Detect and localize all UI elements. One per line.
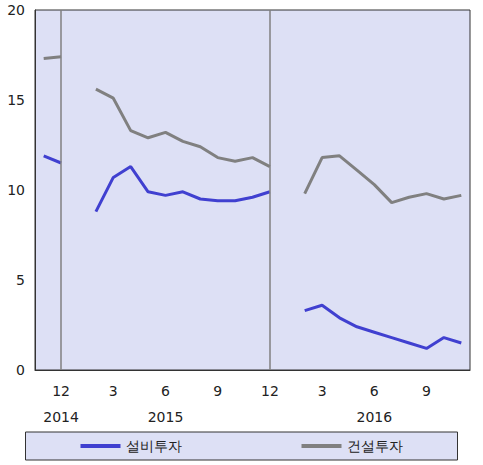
svg-text:2016: 2016 [356,409,392,425]
svg-text:15: 15 [7,92,25,108]
svg-text:3: 3 [109,383,118,399]
svg-text:3: 3 [318,383,327,399]
svg-text:20: 20 [7,2,25,18]
svg-text:12: 12 [261,383,279,399]
svg-text:설비투자: 설비투자 [126,438,182,454]
svg-text:9: 9 [422,383,431,399]
svg-text:건설투자: 건설투자 [347,438,403,454]
svg-text:0: 0 [16,362,25,378]
svg-text:6: 6 [161,383,170,399]
svg-text:5: 5 [16,272,25,288]
svg-text:9: 9 [213,383,222,399]
svg-text:12: 12 [52,383,70,399]
svg-text:2014: 2014 [43,409,79,425]
svg-text:2015: 2015 [148,409,184,425]
svg-text:10: 10 [7,182,25,198]
svg-text:6: 6 [370,383,379,399]
